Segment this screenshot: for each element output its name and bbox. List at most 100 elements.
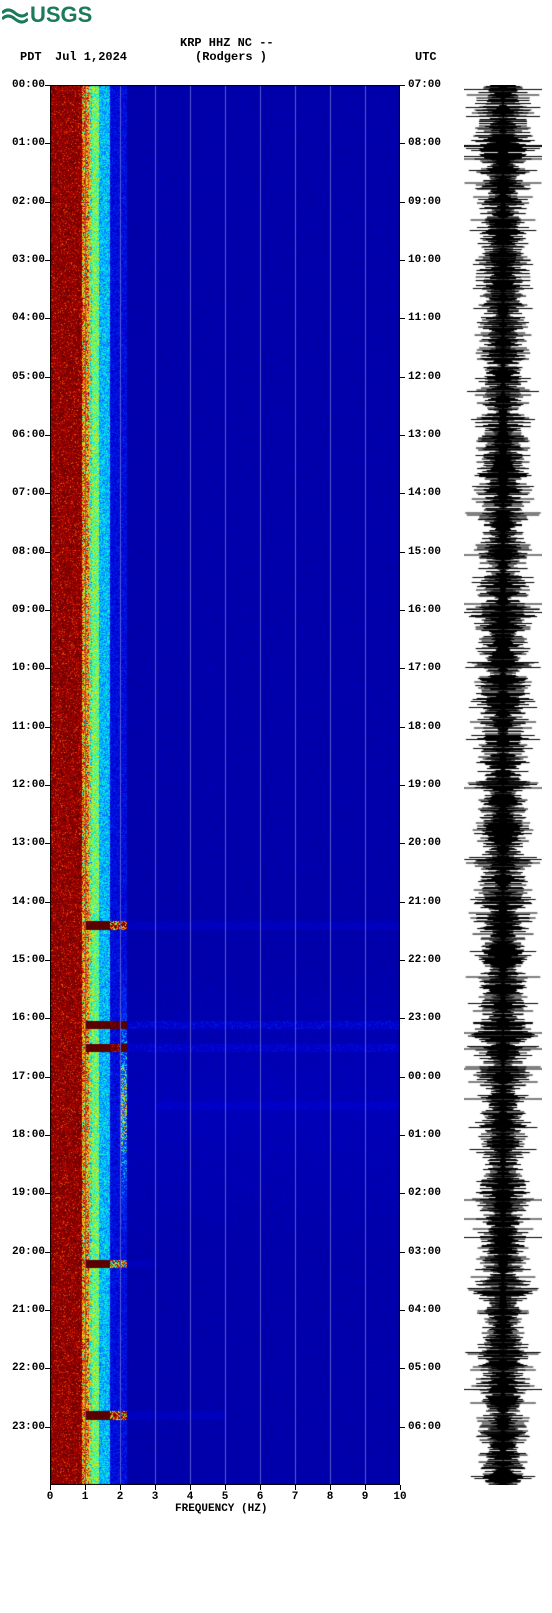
y-tick-label-left: 06:00 bbox=[5, 429, 45, 441]
y-tick-label-left: 01:00 bbox=[5, 137, 45, 149]
y-tick-label-left: 14:00 bbox=[5, 896, 45, 908]
y-tick-mark bbox=[45, 552, 50, 553]
y-tick-label-right: 04:00 bbox=[408, 1304, 441, 1316]
x-tick-label: 6 bbox=[257, 1491, 264, 1503]
y-tick-label-right: 23:00 bbox=[408, 1012, 441, 1024]
y-tick-mark bbox=[45, 377, 50, 378]
x-axis-label: FREQUENCY (HZ) bbox=[175, 1503, 267, 1515]
x-tick-mark bbox=[260, 1485, 261, 1490]
y-tick-label-left: 09:00 bbox=[5, 604, 45, 616]
header-right-tz: UTC bbox=[415, 50, 437, 64]
y-tick-label-right: 18:00 bbox=[408, 721, 441, 733]
x-tick-label: 10 bbox=[393, 1491, 406, 1503]
y-tick-mark bbox=[400, 610, 405, 611]
y-tick-mark bbox=[400, 960, 405, 961]
y-tick-mark bbox=[400, 668, 405, 669]
y-tick-label-left: 10:00 bbox=[5, 662, 45, 674]
y-tick-mark bbox=[45, 1252, 50, 1253]
y-tick-mark bbox=[400, 1252, 405, 1253]
y-tick-mark bbox=[45, 1427, 50, 1428]
y-tick-mark bbox=[400, 1427, 405, 1428]
y-tick-label-right: 09:00 bbox=[408, 196, 441, 208]
y-tick-label-left: 17:00 bbox=[5, 1071, 45, 1083]
y-tick-mark bbox=[45, 785, 50, 786]
x-tick-label: 3 bbox=[152, 1491, 159, 1503]
y-tick-label-left: 12:00 bbox=[5, 779, 45, 791]
y-tick-label-right: 05:00 bbox=[408, 1362, 441, 1374]
y-tick-mark bbox=[400, 1310, 405, 1311]
y-tick-label-left: 13:00 bbox=[5, 837, 45, 849]
y-tick-label-left: 04:00 bbox=[5, 312, 45, 324]
y-tick-label-left: 22:00 bbox=[5, 1362, 45, 1374]
y-tick-mark bbox=[45, 435, 50, 436]
y-tick-label-right: 07:00 bbox=[408, 79, 441, 91]
y-tick-label-left: 16:00 bbox=[5, 1012, 45, 1024]
y-tick-mark bbox=[400, 785, 405, 786]
x-tick-mark bbox=[155, 1485, 156, 1490]
y-tick-mark bbox=[400, 1368, 405, 1369]
y-tick-mark bbox=[45, 1018, 50, 1019]
y-tick-label-right: 17:00 bbox=[408, 662, 441, 674]
spectrogram-plot bbox=[50, 85, 400, 1485]
y-tick-mark bbox=[45, 202, 50, 203]
y-tick-mark bbox=[400, 318, 405, 319]
y-tick-label-right: 22:00 bbox=[408, 954, 441, 966]
y-tick-label-right: 14:00 bbox=[408, 487, 441, 499]
header-station: KRP HHZ NC -- bbox=[180, 36, 274, 50]
y-tick-mark bbox=[45, 902, 50, 903]
y-tick-mark bbox=[400, 843, 405, 844]
x-tick-mark bbox=[120, 1485, 121, 1490]
y-tick-mark bbox=[400, 493, 405, 494]
y-tick-label-right: 16:00 bbox=[408, 604, 441, 616]
x-tick-mark bbox=[330, 1485, 331, 1490]
y-tick-label-left: 19:00 bbox=[5, 1187, 45, 1199]
y-tick-label-left: 21:00 bbox=[5, 1304, 45, 1316]
x-tick-label: 5 bbox=[222, 1491, 229, 1503]
y-tick-label-left: 00:00 bbox=[5, 79, 45, 91]
y-tick-mark bbox=[45, 1135, 50, 1136]
y-tick-label-right: 00:00 bbox=[408, 1071, 441, 1083]
usgs-logo-text: USGS bbox=[30, 2, 92, 28]
x-tick-label: 9 bbox=[362, 1491, 369, 1503]
y-tick-mark bbox=[400, 377, 405, 378]
y-tick-label-left: 02:00 bbox=[5, 196, 45, 208]
x-tick-label: 0 bbox=[47, 1491, 54, 1503]
y-tick-label-left: 07:00 bbox=[5, 487, 45, 499]
y-tick-mark bbox=[45, 727, 50, 728]
x-tick-mark bbox=[400, 1485, 401, 1490]
y-tick-mark bbox=[400, 435, 405, 436]
x-tick-mark bbox=[85, 1485, 86, 1490]
usgs-wave-icon bbox=[2, 5, 28, 25]
y-tick-label-right: 08:00 bbox=[408, 137, 441, 149]
y-tick-mark bbox=[400, 1018, 405, 1019]
y-tick-label-right: 15:00 bbox=[408, 546, 441, 558]
y-tick-mark bbox=[400, 143, 405, 144]
header-site: (Rodgers ) bbox=[195, 50, 267, 64]
y-tick-mark bbox=[45, 843, 50, 844]
y-tick-label-left: 05:00 bbox=[5, 371, 45, 383]
y-tick-label-right: 21:00 bbox=[408, 896, 441, 908]
x-tick-label: 7 bbox=[292, 1491, 299, 1503]
x-tick-label: 8 bbox=[327, 1491, 334, 1503]
y-tick-mark bbox=[45, 143, 50, 144]
y-tick-label-right: 06:00 bbox=[408, 1421, 441, 1433]
x-tick-label: 1 bbox=[82, 1491, 89, 1503]
waveform-plot bbox=[464, 85, 542, 1485]
y-tick-mark bbox=[45, 960, 50, 961]
y-tick-label-right: 13:00 bbox=[408, 429, 441, 441]
y-tick-mark bbox=[400, 260, 405, 261]
y-tick-mark bbox=[400, 1193, 405, 1194]
y-tick-mark bbox=[400, 85, 405, 86]
y-tick-mark bbox=[45, 1310, 50, 1311]
y-tick-mark bbox=[400, 202, 405, 203]
x-tick-label: 4 bbox=[187, 1491, 194, 1503]
y-tick-label-right: 19:00 bbox=[408, 779, 441, 791]
y-tick-mark bbox=[400, 1135, 405, 1136]
y-tick-mark bbox=[45, 1368, 50, 1369]
x-tick-label: 2 bbox=[117, 1491, 124, 1503]
x-tick-mark bbox=[190, 1485, 191, 1490]
y-tick-mark bbox=[45, 610, 50, 611]
y-tick-mark bbox=[45, 493, 50, 494]
y-tick-label-left: 23:00 bbox=[5, 1421, 45, 1433]
y-tick-mark bbox=[400, 552, 405, 553]
